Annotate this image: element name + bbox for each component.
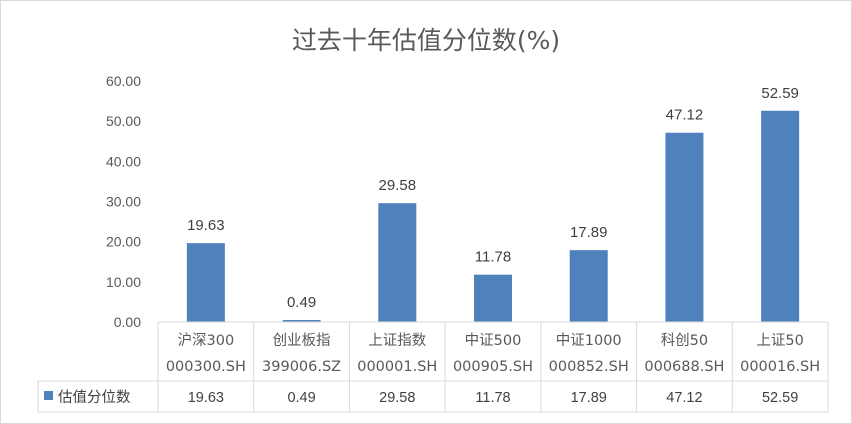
legend-swatch <box>44 391 53 400</box>
bar <box>378 203 417 322</box>
bar <box>186 243 225 322</box>
data-label: 29.58 <box>379 177 417 194</box>
chart-title: 过去十年估值分位数(%) <box>292 26 560 55</box>
bars-layer <box>186 110 800 323</box>
data-label: 11.78 <box>475 249 511 266</box>
y-tick-label: 0.00 <box>114 314 141 330</box>
category-code-label: 000001.SH <box>357 359 437 375</box>
category-code-label: 000905.SH <box>453 359 533 375</box>
y-tick-label: 60.00 <box>106 73 141 89</box>
category-code-label: 000852.SH <box>549 359 629 375</box>
bar <box>761 110 800 323</box>
category-label: 沪深300 <box>178 332 235 349</box>
data-label: 0.49 <box>287 294 316 311</box>
bar <box>474 274 512 322</box>
category-label: 中证1000 <box>556 332 622 349</box>
bar <box>569 250 608 322</box>
category-code-label: 000300.SH <box>166 359 246 375</box>
y-tick-label: 50.00 <box>106 113 141 129</box>
table-value-cell: 29.58 <box>379 390 415 406</box>
bar <box>282 320 321 322</box>
y-tick-label: 30.00 <box>106 194 141 210</box>
table-value-cell: 17.89 <box>571 390 607 406</box>
table-value-cell: 0.49 <box>287 390 315 406</box>
y-tick-label: 40.00 <box>106 153 141 169</box>
category-code-label: 000016.SH <box>740 359 820 375</box>
table-value-cell: 52.59 <box>762 390 798 406</box>
y-tick-label: 20.00 <box>106 234 141 250</box>
data-labels-layer: 19.63 0.49 29.58 11.78 17.89 47.12 52.59 <box>187 85 799 311</box>
axis-layer: 0.00 10.00 20.00 30.00 40.00 50.00 60.00 <box>106 73 141 330</box>
data-table: 沪深300 000300.SH 19.63 创业板指 399006.SZ 0.49 上证指数… <box>37 321 829 413</box>
category-label: 中证500 <box>465 332 522 349</box>
category-label: 创业板指 <box>273 331 331 349</box>
data-label: 52.59 <box>761 85 799 102</box>
data-label: 47.12 <box>666 107 704 124</box>
data-label: 19.63 <box>187 217 225 234</box>
table-value-cell: 47.12 <box>666 390 702 406</box>
table-value-cell: 19.63 <box>188 390 224 406</box>
bar <box>665 132 704 322</box>
category-label: 上证50 <box>756 332 803 349</box>
category-label: 科创50 <box>661 332 708 349</box>
legend-label: 估值分位数 <box>58 389 131 406</box>
category-code-label: 399006.SZ <box>262 359 341 375</box>
data-label: 17.89 <box>570 224 608 241</box>
category-label: 上证指数 <box>368 332 426 349</box>
table-value-cell: 11.78 <box>475 390 510 406</box>
y-tick-label: 10.00 <box>106 274 141 290</box>
category-code-label: 000688.SH <box>644 359 724 375</box>
